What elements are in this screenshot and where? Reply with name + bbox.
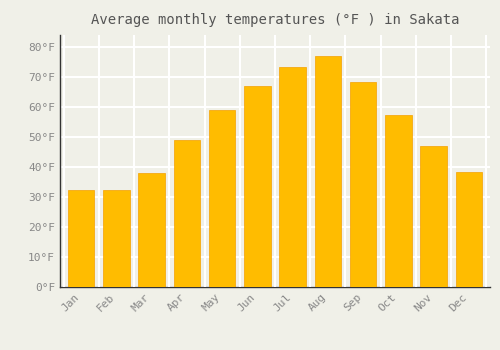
Bar xyxy=(174,140,200,287)
Bar xyxy=(209,110,236,287)
Bar xyxy=(138,173,165,287)
Bar xyxy=(244,86,270,287)
Bar xyxy=(280,66,306,287)
Bar xyxy=(103,189,130,287)
Bar xyxy=(420,146,447,287)
Bar xyxy=(314,56,341,287)
Bar xyxy=(385,114,411,287)
Bar xyxy=(456,172,482,287)
Bar xyxy=(68,189,94,287)
Title: Average monthly temperatures (°F ) in Sakata: Average monthly temperatures (°F ) in Sa… xyxy=(91,13,459,27)
Bar xyxy=(350,82,376,287)
